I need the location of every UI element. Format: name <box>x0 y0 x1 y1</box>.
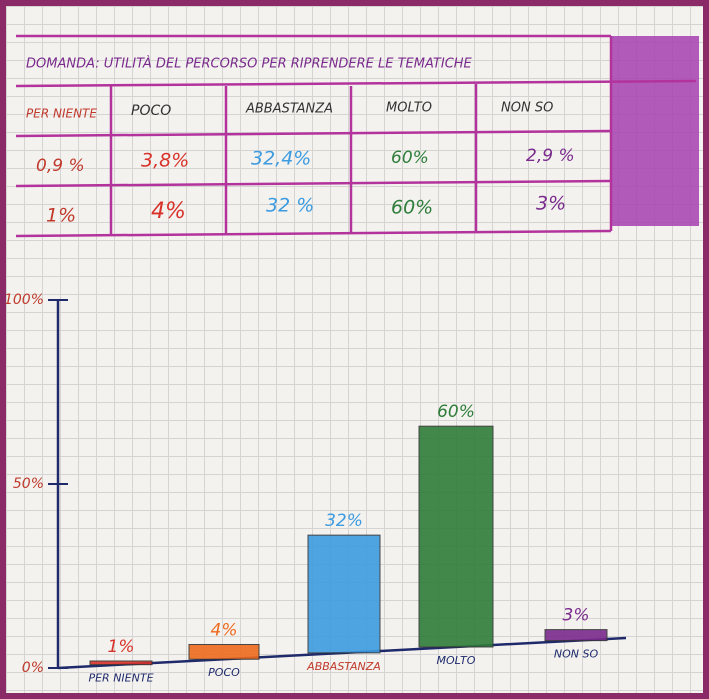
table-cell: 3,8% <box>141 150 189 172</box>
column-header: NON SO <box>501 101 553 116</box>
bar <box>307 534 381 654</box>
bar <box>89 660 153 666</box>
y-tick-label: 0% <box>22 660 44 676</box>
x-tick-label: NON SO <box>554 648 599 661</box>
table-title: DOMANDA: UTILITÀ DEL PERCORSO PER RIPREN… <box>26 56 473 72</box>
column-header: POCO <box>131 103 171 119</box>
table-cell: 1% <box>46 205 76 227</box>
table-cell: 0,9 % <box>36 156 85 176</box>
column-header: PER NIENTE <box>26 107 97 121</box>
table-cell: 60% <box>391 197 433 219</box>
bar <box>544 629 608 642</box>
table-cell: 60% <box>391 148 429 168</box>
table-cell: 3% <box>536 193 566 215</box>
value-label: 32% <box>325 511 363 531</box>
value-label: 4% <box>211 621 238 641</box>
y-tick-label: 100% <box>6 292 44 308</box>
bar <box>418 425 494 648</box>
y-tick-label: 50% <box>13 476 44 492</box>
table-grid <box>15 34 697 238</box>
table-cell: 2,9 % <box>526 146 575 166</box>
table-cell: 32 % <box>266 195 314 217</box>
value-label: 3% <box>563 606 590 626</box>
x-tick-label: ABBASTANZA <box>306 660 381 673</box>
drawing: DOMANDA: UTILITÀ DEL PERCORSO PER RIPREN… <box>6 34 699 685</box>
filled-cell <box>611 36 699 226</box>
x-tick-label: MOLTO <box>437 654 476 667</box>
bar <box>188 644 260 660</box>
x-tick-label: PER NIENTE <box>88 672 153 685</box>
column-header: ABBASTANZA <box>245 102 333 117</box>
x-tick-label: POCO <box>208 666 240 679</box>
value-label: 60% <box>437 402 475 422</box>
column-header: MOLTO <box>386 101 432 116</box>
table-cell: 4% <box>151 199 186 224</box>
value-label: 1% <box>108 637 135 657</box>
table-cell: 32,4% <box>251 148 311 170</box>
